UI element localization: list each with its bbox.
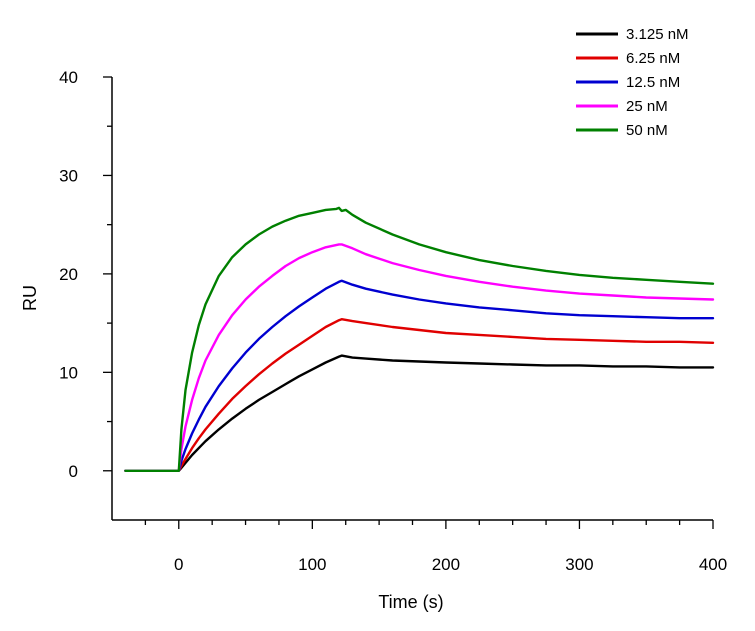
y-tick-label: 0 bbox=[69, 462, 78, 481]
x-tick-label: 400 bbox=[699, 555, 727, 574]
x-axis-title: Time (s) bbox=[378, 592, 443, 612]
y-tick-label: 40 bbox=[59, 68, 78, 87]
series-layer bbox=[124, 206, 715, 472]
y-tick-label: 30 bbox=[59, 166, 78, 185]
x-tick-label: 0 bbox=[174, 555, 183, 574]
x-tick-label: 100 bbox=[298, 555, 326, 574]
series-line bbox=[124, 318, 715, 472]
x-tick-label: 200 bbox=[432, 555, 460, 574]
legend-label: 3.125 nM bbox=[626, 26, 689, 43]
y-tick-label: 20 bbox=[59, 265, 78, 284]
axes: 0 100 200 300 400 0 10 20 30 40 bbox=[59, 68, 727, 574]
legend-label: 6.25 nM bbox=[626, 50, 680, 67]
x-tick-label: 300 bbox=[565, 555, 593, 574]
legend-label: 25 nM bbox=[626, 98, 668, 115]
series-line bbox=[124, 206, 715, 472]
y-axis-title: RU bbox=[20, 285, 40, 311]
series-line bbox=[124, 279, 715, 472]
legend: 3.125 nM 6.25 nM 12.5 nM 25 nM 50 nM bbox=[576, 26, 689, 139]
y-tick-label: 10 bbox=[59, 363, 78, 382]
legend-label: 50 nM bbox=[626, 122, 668, 139]
legend-label: 12.5 nM bbox=[626, 74, 680, 91]
series-line bbox=[124, 243, 715, 472]
series-line bbox=[124, 354, 715, 472]
